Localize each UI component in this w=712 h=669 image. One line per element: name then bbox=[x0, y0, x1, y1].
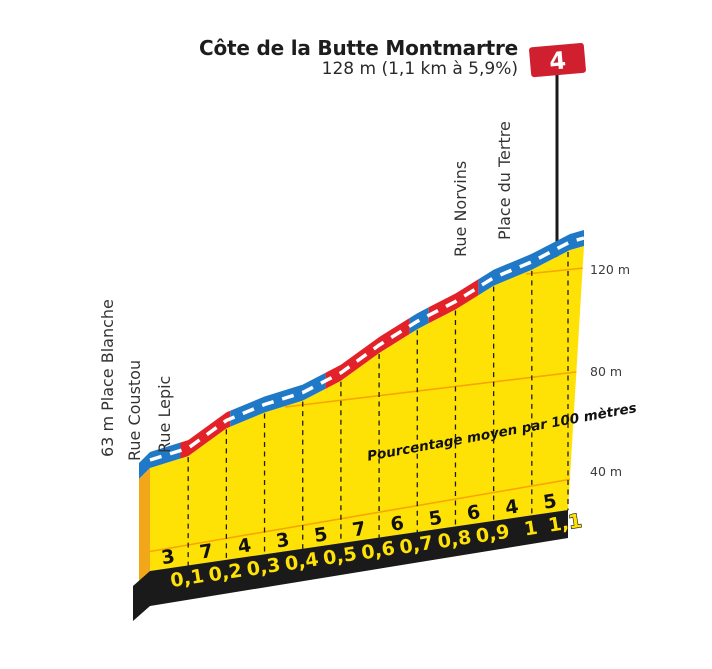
road-gradient-segment-blue bbox=[230, 372, 326, 427]
distance-base-band bbox=[150, 510, 568, 606]
road-gradient-segment-blue bbox=[478, 230, 584, 296]
gradient-label: 6 bbox=[465, 501, 482, 525]
gradient-label: 7 bbox=[351, 518, 368, 542]
base-left-side-face bbox=[133, 571, 150, 621]
page-title: Côte de la Butte Montmartre bbox=[198, 36, 518, 60]
street-label-rue-lepic: Rue Lepic bbox=[155, 375, 174, 453]
gradient-label: 4 bbox=[236, 534, 253, 558]
gradient-label: 5 bbox=[542, 490, 559, 514]
road-center-dashed-line bbox=[149, 236, 585, 462]
elevation-tick-80m: 80 m bbox=[590, 364, 623, 379]
distance-label: 0,1 bbox=[169, 565, 206, 592]
gradient-label: 6 bbox=[389, 512, 406, 536]
gridline-80m bbox=[284, 370, 584, 408]
profile-left-side-face bbox=[139, 468, 150, 584]
road-gradient-segment-red bbox=[325, 318, 410, 389]
elevation-tick-120m: 120 m bbox=[590, 262, 631, 277]
street-label-place-du-tertre: Place du Tertre bbox=[495, 121, 514, 240]
elevation-gridlines bbox=[150, 267, 584, 553]
distance-label: 1 bbox=[523, 517, 540, 541]
category-flag: 4 bbox=[529, 42, 586, 78]
elevation-tick-40m: 40 m bbox=[590, 464, 623, 479]
distance-label: 0,5 bbox=[322, 543, 359, 570]
gradient-label: 5 bbox=[427, 507, 444, 531]
street-label-place-blanche: 63 m Place Blanche bbox=[98, 299, 117, 457]
segment-separators bbox=[187, 252, 569, 566]
street-label-rue-norvins: Rue Norvins bbox=[451, 160, 470, 257]
gridline-120m bbox=[525, 267, 584, 275]
road-gradient-segment-blue bbox=[150, 442, 181, 468]
category-number: 4 bbox=[548, 46, 567, 75]
distance-labels: 0,1 0,2 0,3 0,4 0,5 0,6 0,7 0,8 0,9 1 1,1 bbox=[169, 509, 584, 592]
distance-label: 0,3 bbox=[245, 554, 282, 581]
gradient-label: 3 bbox=[274, 529, 291, 553]
distance-label: 1,1 bbox=[547, 510, 584, 537]
distance-label: 0,8 bbox=[436, 526, 473, 553]
distance-label: 0,9 bbox=[474, 521, 511, 548]
distance-label: 0,4 bbox=[283, 548, 320, 575]
profile-face bbox=[150, 246, 584, 571]
distance-label: 0,7 bbox=[398, 532, 435, 559]
street-label-rue-coustou: Rue Coustou bbox=[125, 359, 144, 461]
gridline-40m bbox=[150, 476, 584, 553]
gradient-label: 7 bbox=[198, 540, 215, 564]
flag-shape bbox=[529, 42, 586, 78]
distance-label: 0,6 bbox=[360, 537, 397, 564]
gradient-label: 3 bbox=[160, 545, 177, 569]
climb-subtitle: 128 m (1,1 km à 5,9%) bbox=[321, 59, 518, 79]
gradient-label: 4 bbox=[504, 496, 521, 520]
gradient-label: 5 bbox=[313, 523, 330, 547]
road-band-left-cap bbox=[139, 452, 150, 479]
distance-label: 0,2 bbox=[207, 559, 244, 586]
